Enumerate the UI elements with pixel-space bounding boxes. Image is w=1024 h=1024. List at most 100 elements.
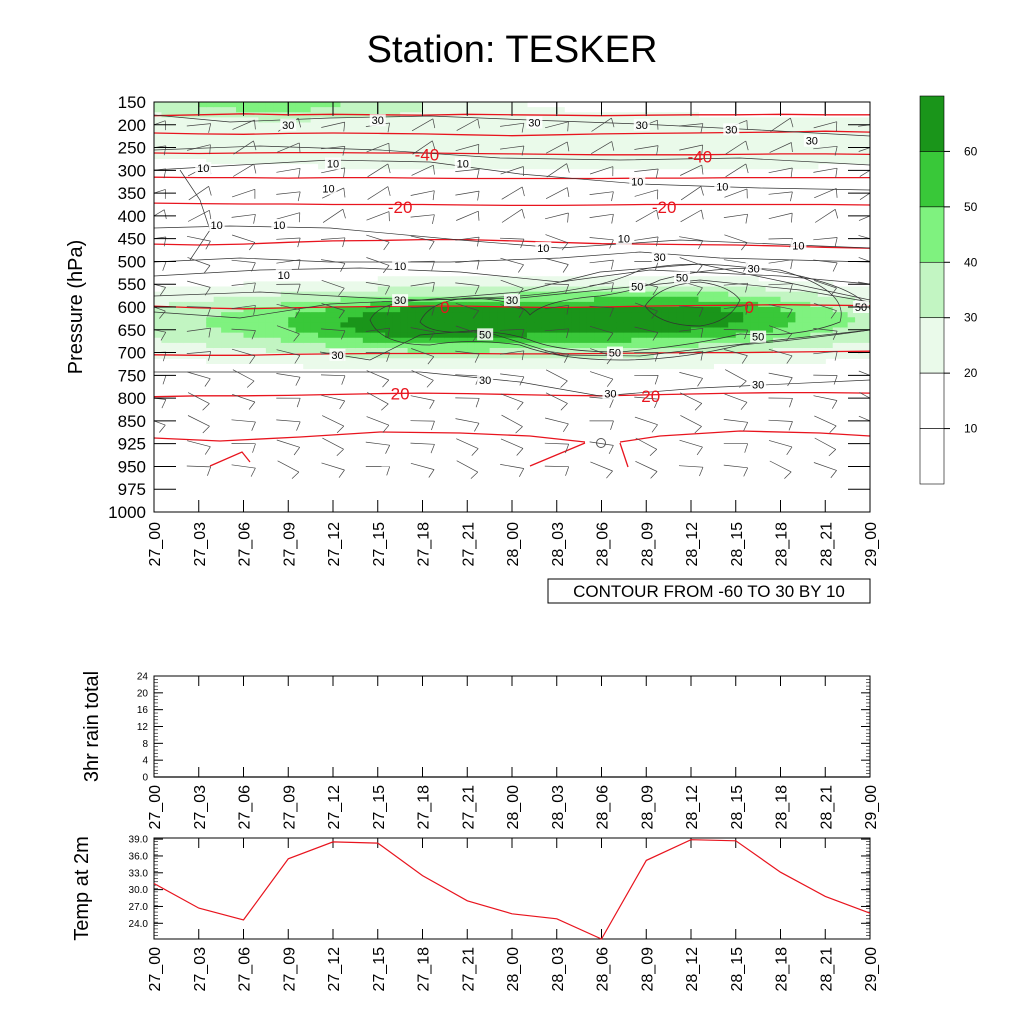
- wind-barb-shaft: [679, 257, 703, 266]
- wind-barb-shaft: [813, 259, 838, 264]
- x-tick-label: 27_12: [326, 785, 343, 830]
- rh-fill-cell: [168, 332, 177, 339]
- rh-fill-cell: [743, 117, 752, 124]
- wind-barb-flag: [652, 286, 659, 296]
- rh-fill-cell: [698, 322, 707, 329]
- rh-fill-cell: [691, 286, 700, 293]
- rh-fill-cell: [780, 307, 789, 313]
- rh-fill-cell: [452, 353, 461, 359]
- rh-fill-cell: [571, 117, 580, 124]
- rh-fill-cell: [631, 322, 640, 329]
- rh-fill-cell: [549, 163, 558, 170]
- rh-fill-cell: [840, 312, 849, 318]
- rh-fill-cell: [705, 127, 714, 134]
- wind-barb-flag: [342, 146, 346, 156]
- rh-fill-cell: [571, 158, 580, 165]
- colorbar-swatch: [919, 317, 945, 374]
- wind-barb-shaft: [154, 283, 166, 288]
- rh-fill-cell: [601, 342, 610, 349]
- rh-fill-cell: [683, 117, 692, 124]
- rh-fill-cell: [198, 296, 207, 303]
- rh-fill-cell: [474, 107, 483, 113]
- rh-fill-cell: [720, 132, 729, 139]
- rh-fill-cell: [310, 153, 319, 159]
- rh-fill-cell: [407, 307, 416, 313]
- rh-fill-cell: [265, 296, 274, 303]
- rh-contour-label: 10: [322, 184, 334, 196]
- rh-fill-cell: [765, 348, 774, 354]
- rh-fill-cell: [347, 348, 356, 354]
- rh-fill-cell: [504, 286, 513, 293]
- rh-fill-cell: [705, 153, 714, 159]
- rh-contour-label-bg: [504, 294, 520, 307]
- rh-fill-cell: [549, 296, 558, 303]
- rh-fill-cell: [347, 301, 356, 308]
- rh-fill-cell: [444, 348, 453, 354]
- rh-fill-cell: [512, 358, 521, 364]
- wind-barb-shaft: [634, 416, 658, 426]
- rh-fill-cell: [549, 301, 558, 308]
- rh-fill-cell: [333, 137, 342, 144]
- rh-fill-cell: [258, 296, 267, 303]
- rh-fill-cell: [512, 327, 521, 334]
- rh-fill-cell: [631, 358, 640, 364]
- rh-fill-cell: [780, 122, 789, 129]
- wind-barb-flag: [343, 122, 346, 132]
- rh-fill-cell: [168, 127, 177, 134]
- rh-fill-cell: [556, 148, 565, 154]
- rh-fill-cell: [638, 327, 647, 334]
- rh-fill-cell: [452, 363, 461, 370]
- wind-barb-shaft: [410, 235, 435, 242]
- rh-fill-cell: [362, 332, 371, 339]
- rh-fill-cell: [213, 353, 222, 359]
- rh-fill-cell: [735, 327, 744, 334]
- x-tick-label: 28_12: [684, 785, 701, 830]
- rh-fill-cell: [683, 163, 692, 170]
- rh-fill-cell: [780, 327, 789, 334]
- rh-fill-cell: [847, 153, 856, 159]
- rh-fill-cell: [191, 307, 200, 313]
- rh-fill-cell: [653, 153, 662, 159]
- rh-fill-cell: [444, 327, 453, 334]
- rh-fill-cell: [392, 163, 401, 170]
- rh-fill-cell: [236, 153, 245, 159]
- rh-fill-cell: [601, 143, 610, 149]
- rh-fill-cell: [333, 127, 342, 134]
- wind-barb-flag: [429, 331, 435, 341]
- wind-barb-flag: [609, 398, 614, 408]
- rh-fill-cell: [661, 137, 670, 144]
- x-tick-label: 28_21: [818, 785, 835, 830]
- wind-barb-flag: [877, 287, 882, 295]
- wind-barb-flag: [295, 377, 301, 386]
- rh-fill-cell: [415, 322, 424, 329]
- y-tick-label: 250: [118, 139, 146, 158]
- rh-fill-cell: [810, 127, 819, 134]
- wind-barb-shaft: [634, 145, 659, 150]
- wind-barb-flag: [343, 187, 346, 198]
- rh-fill-cell: [362, 163, 371, 170]
- rh-fill-cell: [698, 296, 707, 303]
- rh-fill-cell: [340, 332, 349, 339]
- rh-fill-cell: [586, 342, 595, 349]
- rh-fill-cell: [250, 358, 260, 364]
- rh-fill-cell: [646, 342, 655, 349]
- rh-fill-cell: [586, 327, 595, 334]
- rh-fill-cell: [713, 348, 722, 354]
- temperature-contour-line: [209, 451, 251, 467]
- rh-fill-cell: [787, 153, 797, 159]
- rh-fill-cell: [564, 312, 573, 318]
- rh-fill-cell: [385, 301, 394, 308]
- wind-barb-flag: [340, 263, 346, 272]
- rh-fill-cell: [385, 317, 394, 323]
- rh-fill-cell: [168, 132, 177, 139]
- rh-fill-cell: [459, 107, 468, 113]
- wind-barb-flag: [562, 264, 569, 273]
- rh-fill-cell: [243, 296, 252, 303]
- rh-fill-cell: [370, 312, 379, 318]
- rh-fill-cell: [594, 127, 603, 134]
- rh-fill-cell: [467, 363, 476, 370]
- rh-fill-cell: [832, 342, 841, 349]
- rh-fill-cell: [653, 342, 662, 349]
- rh-fill-cell: [407, 163, 416, 170]
- wind-barb-flag: [655, 168, 659, 179]
